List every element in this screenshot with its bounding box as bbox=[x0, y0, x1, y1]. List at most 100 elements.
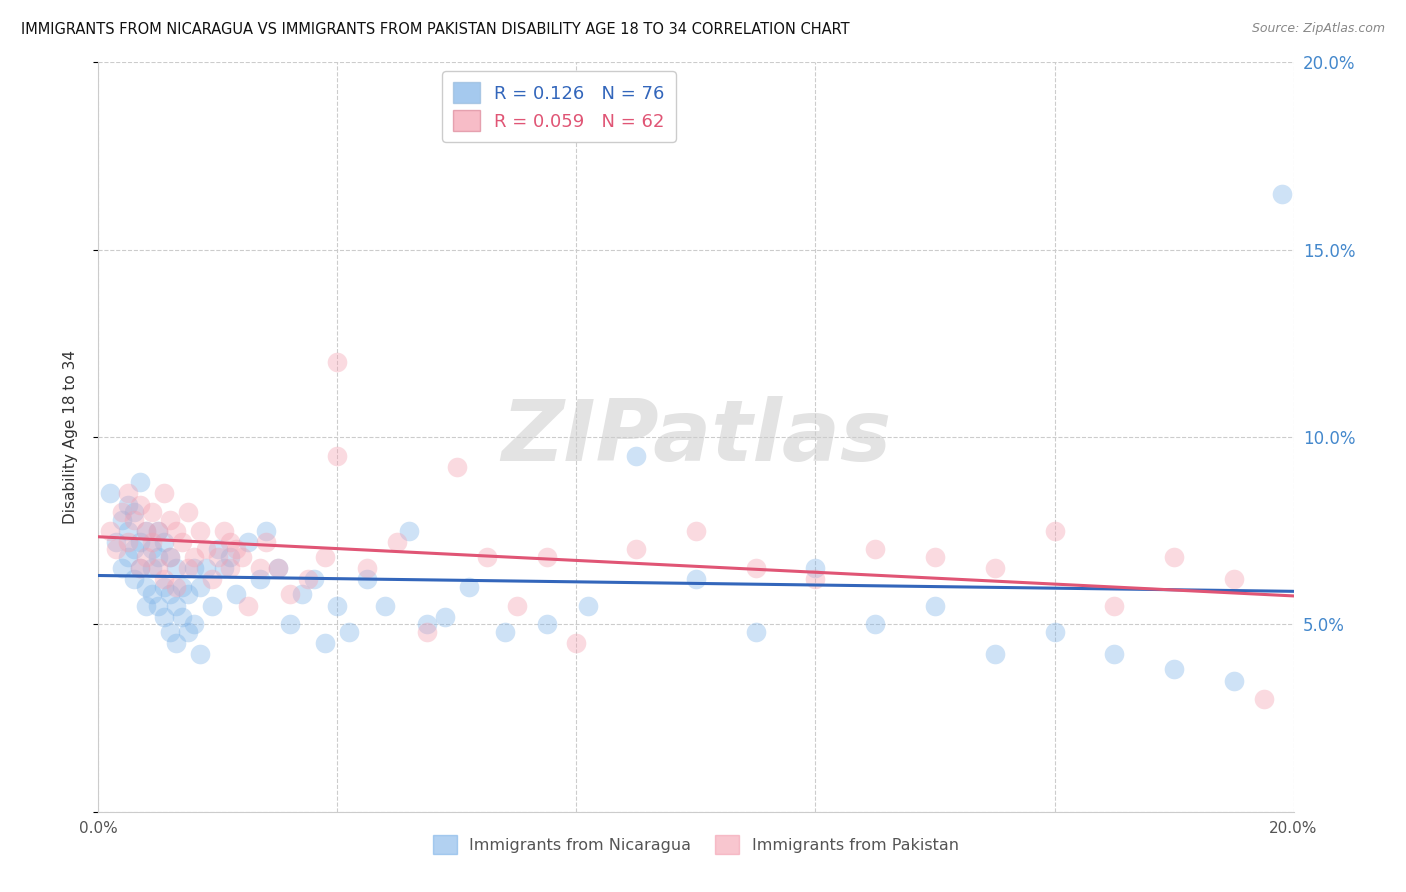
Point bbox=[278, 587, 301, 601]
Point bbox=[153, 486, 176, 500]
Point bbox=[225, 542, 247, 557]
Point bbox=[356, 573, 378, 587]
Point bbox=[626, 542, 648, 557]
Point bbox=[207, 549, 229, 564]
Point bbox=[153, 573, 176, 587]
Point bbox=[172, 580, 194, 594]
Point bbox=[212, 561, 235, 575]
Point bbox=[236, 599, 259, 613]
Point bbox=[267, 561, 290, 575]
Point bbox=[578, 599, 600, 613]
Point bbox=[219, 535, 242, 549]
Point bbox=[188, 524, 211, 538]
Point bbox=[129, 475, 152, 489]
Point bbox=[924, 549, 946, 564]
Point bbox=[1271, 186, 1294, 201]
Point bbox=[626, 449, 648, 463]
Point bbox=[865, 542, 887, 557]
Point bbox=[153, 580, 176, 594]
Point bbox=[297, 573, 319, 587]
Point bbox=[236, 535, 259, 549]
Point bbox=[148, 599, 170, 613]
Point bbox=[172, 535, 194, 549]
Point bbox=[117, 535, 139, 549]
Point bbox=[745, 561, 768, 575]
Point bbox=[124, 505, 146, 519]
Point bbox=[195, 561, 218, 575]
Point bbox=[212, 524, 235, 538]
Point bbox=[219, 549, 242, 564]
Point bbox=[434, 610, 457, 624]
Point bbox=[315, 549, 337, 564]
Point bbox=[165, 580, 187, 594]
Point bbox=[135, 599, 157, 613]
Point bbox=[398, 524, 420, 538]
Point bbox=[148, 561, 170, 575]
Text: ZIPatlas: ZIPatlas bbox=[501, 395, 891, 479]
Point bbox=[254, 535, 277, 549]
Point bbox=[135, 580, 157, 594]
Point bbox=[685, 524, 707, 538]
Point bbox=[183, 561, 205, 575]
Point bbox=[153, 610, 176, 624]
Point bbox=[177, 624, 200, 639]
Point bbox=[195, 542, 218, 557]
Point bbox=[129, 498, 152, 512]
Point bbox=[135, 549, 157, 564]
Point bbox=[188, 648, 211, 662]
Point bbox=[326, 599, 349, 613]
Point bbox=[984, 561, 1007, 575]
Point bbox=[165, 561, 187, 575]
Point bbox=[219, 561, 242, 575]
Point bbox=[165, 636, 187, 650]
Point bbox=[374, 599, 396, 613]
Point bbox=[117, 524, 139, 538]
Point bbox=[326, 449, 349, 463]
Point bbox=[1043, 624, 1066, 639]
Point bbox=[124, 512, 146, 526]
Point bbox=[165, 524, 187, 538]
Point bbox=[339, 624, 361, 639]
Point bbox=[159, 624, 181, 639]
Point bbox=[924, 599, 946, 613]
Point bbox=[475, 549, 498, 564]
Point bbox=[536, 617, 558, 632]
Point bbox=[105, 535, 128, 549]
Point bbox=[165, 599, 187, 613]
Point bbox=[148, 549, 170, 564]
Point bbox=[153, 535, 176, 549]
Point bbox=[135, 524, 157, 538]
Point bbox=[416, 617, 439, 632]
Point bbox=[565, 636, 588, 650]
Point bbox=[267, 561, 290, 575]
Point bbox=[159, 549, 181, 564]
Point bbox=[141, 505, 163, 519]
Point bbox=[141, 561, 163, 575]
Point bbox=[315, 636, 337, 650]
Point bbox=[188, 580, 211, 594]
Point bbox=[129, 535, 152, 549]
Point bbox=[1043, 524, 1066, 538]
Point bbox=[124, 573, 146, 587]
Point bbox=[148, 524, 170, 538]
Point bbox=[1253, 692, 1275, 706]
Point bbox=[159, 587, 181, 601]
Point bbox=[326, 355, 349, 369]
Point bbox=[254, 524, 277, 538]
Point bbox=[804, 561, 827, 575]
Text: IMMIGRANTS FROM NICARAGUA VS IMMIGRANTS FROM PAKISTAN DISABILITY AGE 18 TO 34 CO: IMMIGRANTS FROM NICARAGUA VS IMMIGRANTS … bbox=[21, 22, 849, 37]
Point bbox=[117, 498, 139, 512]
Point bbox=[159, 549, 181, 564]
Point bbox=[1104, 599, 1126, 613]
Point bbox=[984, 648, 1007, 662]
Point bbox=[249, 561, 271, 575]
Point bbox=[148, 524, 170, 538]
Point bbox=[385, 535, 409, 549]
Point bbox=[506, 599, 529, 613]
Point bbox=[231, 549, 253, 564]
Point bbox=[494, 624, 516, 639]
Point bbox=[416, 624, 439, 639]
Point bbox=[291, 587, 314, 601]
Point bbox=[129, 561, 152, 575]
Point bbox=[135, 524, 157, 538]
